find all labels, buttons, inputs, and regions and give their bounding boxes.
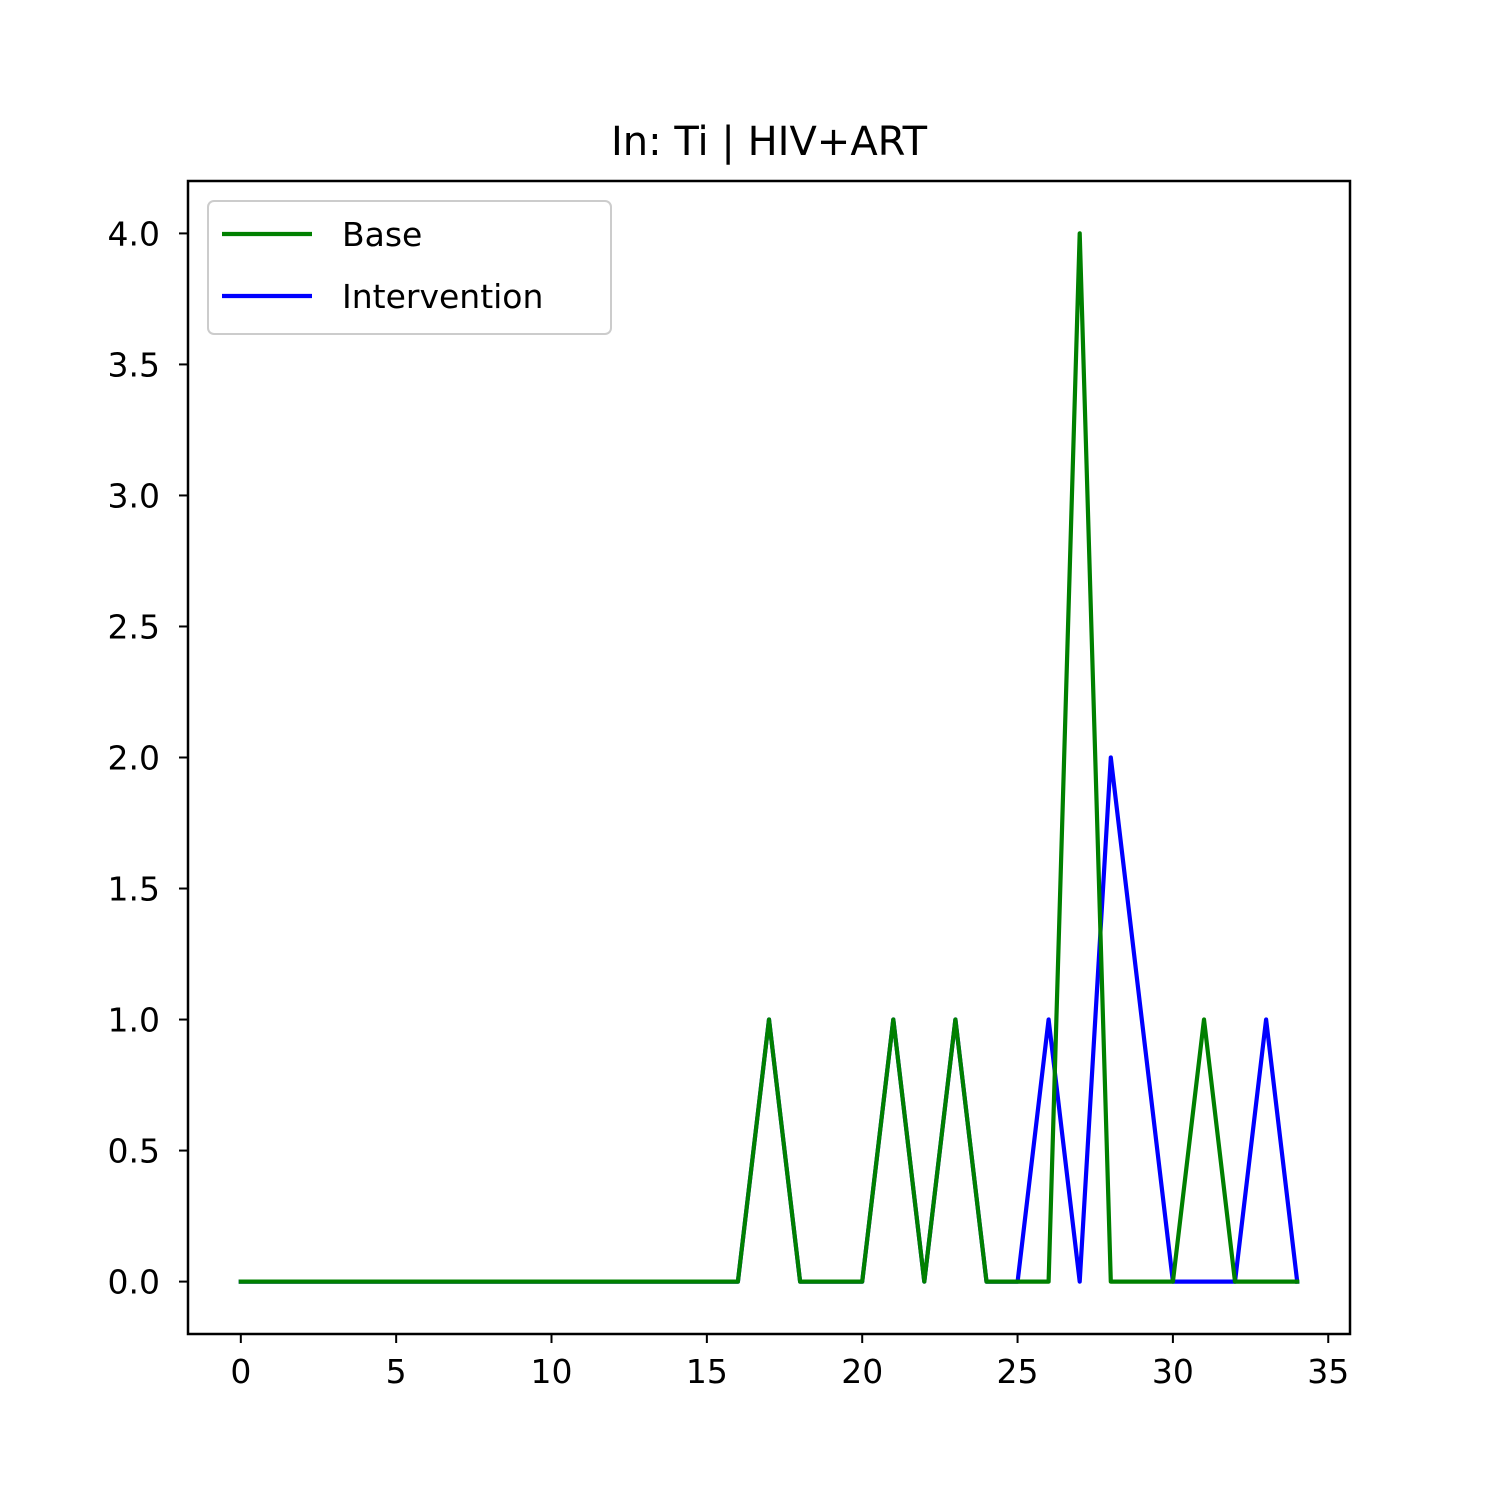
series-line-base [238,231,1300,1284]
plot-area [238,231,1300,1284]
y-tick-label: 1.0 [108,1001,160,1040]
y-tick-label: 3.0 [108,476,160,515]
legend-label-base: Base [342,215,422,254]
x-axis: 0 5 10 15 20 25 30 35 [230,1334,1349,1391]
y-tick-label: 1.5 [108,870,160,909]
x-tick-label: 10 [531,1352,573,1391]
y-tick-label: 3.5 [108,345,160,384]
y-tick-label: 2.5 [108,607,160,646]
x-tick-label: 30 [1152,1352,1194,1391]
x-tick-label: 25 [997,1352,1039,1391]
x-tick-label: 15 [686,1352,728,1391]
y-tick-label: 0.0 [108,1263,160,1302]
chart-title: In: Ti | HIV+ART [611,119,928,165]
legend-label-intervention: Intervention [342,277,543,316]
x-tick-label: 20 [841,1352,883,1391]
x-tick-label: 0 [230,1352,251,1391]
y-tick-label: 0.5 [108,1132,160,1171]
legend: Base Intervention [207,200,612,335]
y-axis: 0.0 0.5 1.0 1.5 2.0 2.5 3.0 3.5 4.0 [108,214,188,1302]
y-tick-label: 2.0 [108,739,160,778]
y-tick-label: 4.0 [108,214,160,253]
x-tick-label: 5 [386,1352,407,1391]
x-tick-label: 35 [1307,1352,1349,1391]
